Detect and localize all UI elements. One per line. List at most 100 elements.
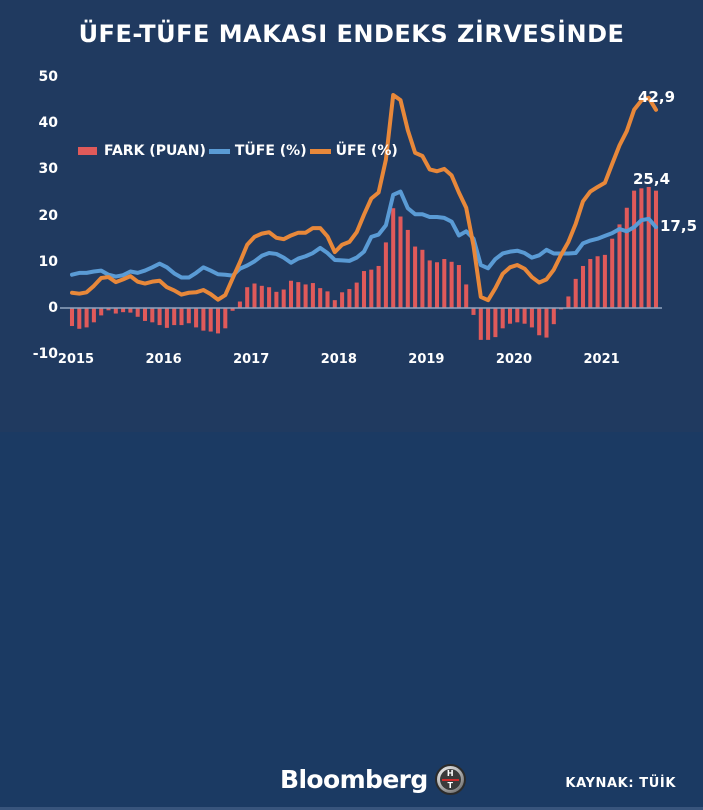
bar-2019-07 bbox=[464, 284, 469, 308]
bar-2018-07 bbox=[376, 265, 381, 308]
bloomberg-logo: Bloomberg H T bbox=[280, 764, 466, 795]
bar-2019-05 bbox=[449, 261, 454, 308]
bar-2016-12 bbox=[237, 301, 242, 308]
bar-2019-11 bbox=[493, 308, 498, 338]
bar-2017-06 bbox=[281, 289, 286, 308]
y-axis-tick-label: 10 bbox=[38, 253, 58, 270]
legend-swatch-line-icon bbox=[309, 148, 331, 154]
bar-2020-01 bbox=[507, 308, 513, 324]
chart-plot-area: -10 0 10 20 30 40 50 2015 2016 2017 2018 2019 2020 20… bbox=[32, 69, 697, 367]
bar-2019-06 bbox=[456, 265, 461, 308]
line-series-tufe bbox=[70, 189, 658, 280]
y-axis-tick-label: -10 bbox=[32, 346, 58, 363]
bar-2018-08 bbox=[383, 242, 388, 308]
data-label: 25,4 bbox=[633, 170, 671, 188]
x-axis-tick-label: 2018 bbox=[320, 352, 357, 367]
bar-2018-05 bbox=[361, 271, 367, 308]
bar-2019-03 bbox=[434, 262, 440, 308]
y-axis-tick-label: 40 bbox=[38, 115, 58, 132]
legend-label: TÜFE (%) bbox=[234, 143, 307, 159]
bar-2016-03 bbox=[172, 308, 177, 326]
y-axis-tick-label: 30 bbox=[38, 161, 58, 178]
ht-logo-letter-top: H bbox=[446, 768, 454, 778]
x-axis-tick-label: 2016 bbox=[145, 352, 182, 367]
legend-item: TÜFE (%) bbox=[208, 143, 309, 159]
bar-2021-02 bbox=[602, 254, 607, 308]
bar-2015-02 bbox=[77, 308, 82, 329]
bar-2017-08 bbox=[296, 282, 301, 308]
bar-2020-05 bbox=[537, 308, 542, 336]
y-axis-tick-label: 0 bbox=[48, 300, 58, 316]
bar-2018-02 bbox=[340, 292, 345, 308]
bar-2021-01 bbox=[595, 256, 600, 308]
bar-2017-03 bbox=[259, 285, 264, 308]
bar-2018-11 bbox=[405, 229, 410, 308]
bar-2015-09 bbox=[128, 308, 133, 313]
bar-2020-12 bbox=[588, 259, 593, 308]
line-series-ufe bbox=[70, 93, 658, 303]
bar-2019-04 bbox=[442, 259, 447, 308]
ht-logo-inner: H T bbox=[439, 768, 461, 790]
bar-2016-06 bbox=[194, 308, 199, 328]
bar-2020-10 bbox=[573, 278, 578, 308]
bar-2017-12 bbox=[325, 291, 330, 308]
legend-item: FARK (PUAN) bbox=[78, 143, 208, 159]
bar-2015-01 bbox=[69, 308, 75, 327]
bar-2017-05 bbox=[274, 291, 279, 308]
y-axis-tick-label: 20 bbox=[38, 207, 58, 224]
x-axis-tick-label: 2019 bbox=[408, 352, 445, 367]
legend-label: ÜFE (%) bbox=[335, 143, 398, 159]
legend-swatch-bar-icon bbox=[78, 147, 97, 155]
chart-root: ÜFE-TÜFE MAKASI ENDEKS ZİRVESİNDE -10 0 10… bbox=[0, 20, 703, 810]
source-label: KAYNAK: TÜİK bbox=[565, 776, 676, 791]
x-axis-tick-label: 2020 bbox=[495, 352, 533, 367]
bar-2018-09 bbox=[391, 208, 396, 308]
ht-logo-letter-bottom: T bbox=[447, 780, 453, 790]
bar-2021-07 bbox=[639, 188, 644, 308]
bar-2019-08 bbox=[471, 308, 476, 315]
bar-2019-12 bbox=[500, 308, 505, 329]
chart-legend: FARK (PUAN) TÜFE (%) ÜFE (%) bbox=[78, 143, 400, 159]
bar-2017-09 bbox=[303, 284, 308, 308]
bar-2020-09 bbox=[566, 296, 571, 308]
bar-2016-10 bbox=[223, 308, 228, 329]
bar-2021-03 bbox=[610, 238, 615, 308]
legend-item: ÜFE (%) bbox=[309, 143, 400, 159]
bar-2017-10 bbox=[310, 283, 315, 308]
ht-logo-bar bbox=[441, 778, 459, 781]
bar-2016-11 bbox=[230, 308, 235, 311]
bar-2018-12 bbox=[413, 246, 418, 308]
bar-2020-03 bbox=[522, 308, 527, 324]
bar-2020-06 bbox=[544, 308, 549, 338]
bar-2018-04 bbox=[354, 282, 359, 308]
x-axis-tick-label: 2017 bbox=[233, 352, 270, 367]
data-label: 42,9 bbox=[638, 88, 676, 106]
bar-2015-12 bbox=[150, 308, 155, 323]
bar-2019-09 bbox=[478, 308, 483, 340]
bar-2021-04 bbox=[617, 224, 622, 308]
bar-2021-08 bbox=[646, 186, 651, 308]
bar-2016-01 bbox=[157, 308, 162, 326]
page-title: ÜFE-TÜFE MAKASI ENDEKS ZİRVESİNDE bbox=[78, 20, 625, 48]
bar-2018-03 bbox=[347, 289, 352, 308]
bar-2020-07 bbox=[551, 308, 556, 325]
bar-2017-04 bbox=[267, 287, 272, 308]
chart-footer: Bloomberg H T KAYNAK: TÜİK bbox=[0, 378, 703, 810]
legend-label: FARK (PUAN) bbox=[104, 143, 206, 159]
bar-2015-04 bbox=[91, 308, 96, 323]
bar-2021-05 bbox=[624, 207, 629, 308]
bar-2020-02 bbox=[515, 308, 520, 323]
bar-2016-05 bbox=[186, 308, 191, 324]
bar-2021-06 bbox=[632, 190, 637, 308]
bar-2018-06 bbox=[369, 269, 374, 308]
bar-2020-11 bbox=[580, 265, 586, 308]
bar-2017-02 bbox=[252, 283, 257, 308]
bloomberg-wordmark: Bloomberg bbox=[280, 765, 428, 794]
bar-2015-06 bbox=[106, 308, 111, 311]
bar-2019-10 bbox=[486, 308, 491, 340]
bar-2016-04 bbox=[179, 308, 184, 326]
bar-2020-04 bbox=[529, 308, 534, 328]
bar-2016-07 bbox=[201, 308, 206, 331]
bar-2016-02 bbox=[164, 308, 169, 328]
bar-2019-01 bbox=[420, 249, 425, 308]
